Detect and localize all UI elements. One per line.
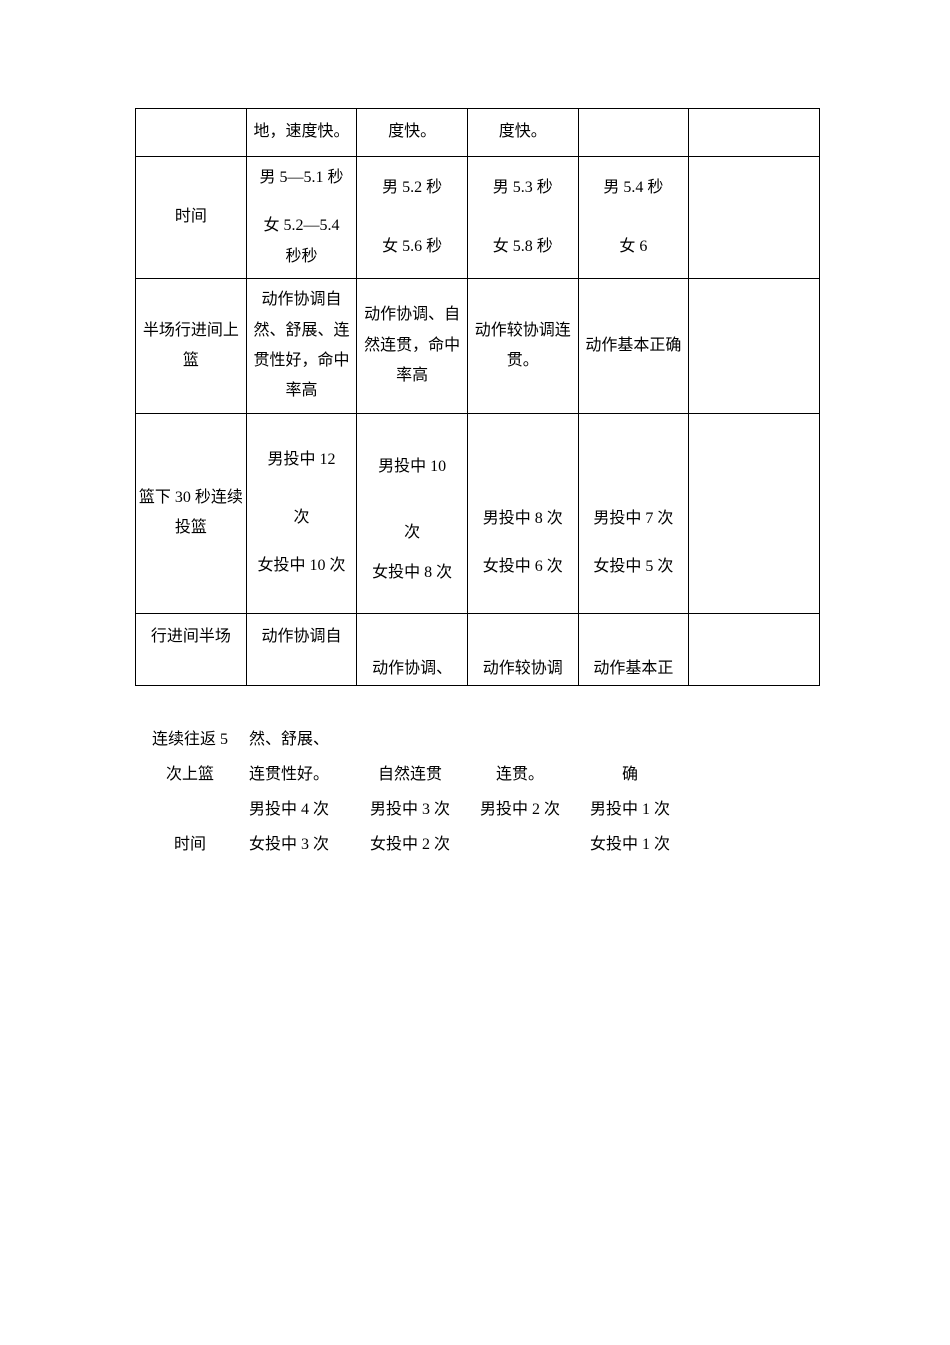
cell-line: 男投中 10 <box>359 452 465 482</box>
cont-cell <box>575 722 685 757</box>
cell-line: 女 5.8 秒 <box>470 232 576 262</box>
cell: 动作协调自 <box>247 614 357 658</box>
cell-line: 女投中 5 次 <box>581 552 687 582</box>
cell: 度快。 <box>468 111 578 153</box>
cont-cell: 自然连贯 <box>355 757 465 792</box>
cont-cell: 连贯性好。 <box>245 757 355 792</box>
cell <box>689 127 819 139</box>
cell: 男投中 12 次 女投中 10 次 <box>247 439 357 588</box>
cell <box>689 212 819 224</box>
row-label: 时间 <box>136 196 246 238</box>
cell-line: 女投中 8 次 <box>359 558 465 588</box>
cell-line: 女 5.6 秒 <box>359 232 465 262</box>
cell <box>689 340 819 352</box>
cell-line: 次 <box>359 518 465 548</box>
cell-line: 男 5.2 秒 <box>359 173 465 203</box>
cont-cell <box>465 722 575 757</box>
cell-line: 男投中 8 次 <box>470 504 576 534</box>
cont-cell: 女投中 1 次 <box>575 827 685 862</box>
cell-line: 男投中 12 <box>249 445 355 475</box>
cont-cell <box>685 792 815 827</box>
cell: 地，速度快。 <box>247 111 357 153</box>
cell <box>136 127 246 139</box>
cell: 动作较协调 <box>468 648 578 684</box>
continuation-block: 连续往返 5 然、舒展、 次上篮 连贯性好。 自然连贯 连贯。 确 男投中 4 … <box>135 722 820 863</box>
page: 地，速度快。 度快。 度快。 时间 男 5—5.1 秒 女 5.2—5.4 秒秒… <box>0 0 950 862</box>
table-row: 半场行进间上篮 动作协调自然、舒展、连贯性好，命中率高 动作协调、自然连贯，命中… <box>136 279 820 414</box>
cell: 动作协调、自然连贯，命中率高 <box>357 294 467 397</box>
table-row: 地，速度快。 度快。 度快。 <box>136 109 820 157</box>
cont-cell: 男投中 4 次 <box>245 792 355 827</box>
cell: 动作基本正 <box>579 648 689 684</box>
cont-cell <box>355 722 465 757</box>
rubric-table: 地，速度快。 度快。 度快。 时间 男 5—5.1 秒 女 5.2—5.4 秒秒… <box>135 108 820 686</box>
cont-cell: 男投中 3 次 <box>355 792 465 827</box>
row-label: 行进间半场 <box>136 614 246 658</box>
cell: 动作协调自然、舒展、连贯性好，命中率高 <box>247 279 357 413</box>
cell-line: 男 5.4 秒 <box>581 173 687 203</box>
cell-line: 男 5.3 秒 <box>470 173 576 203</box>
cont-cell: 连续往返 5 <box>135 722 245 757</box>
cont-cell: 时间 <box>135 827 245 862</box>
cont-cell <box>465 827 575 862</box>
table-row: 时间 男 5—5.1 秒 女 5.2—5.4 秒秒 男 5.2 秒 女 5.6 … <box>136 157 820 279</box>
cell: 男投中 10 次 女投中 8 次 <box>357 432 467 595</box>
row-label: 半场行进间上篮 <box>136 310 246 383</box>
cell-line: 男 5—5.1 秒 <box>249 163 355 193</box>
cont-cell <box>685 827 815 862</box>
cell-line: 女 6 <box>581 232 687 262</box>
cell <box>689 643 819 655</box>
cont-cell: 然、舒展、 <box>245 722 355 757</box>
cell-line: 次 <box>249 503 355 533</box>
cont-cell <box>685 722 815 757</box>
cell-line: 男投中 7 次 <box>581 504 687 534</box>
cont-cell <box>685 757 815 792</box>
cell: 男 5.2 秒 女 5.6 秒 <box>357 167 467 268</box>
cell: 男 5.4 秒 女 6 <box>579 167 689 268</box>
cell-line: 女投中 6 次 <box>470 552 576 582</box>
cell <box>689 507 819 519</box>
cont-cell: 确 <box>575 757 685 792</box>
cell-line: 女投中 10 次 <box>249 551 355 581</box>
cell: 男 5—5.1 秒 女 5.2—5.4 秒秒 <box>247 157 357 278</box>
table-row: 行进间半场 动作协调自 动作协调、 动作较协调 动作基本正 <box>136 613 820 685</box>
cell: 男投中 7 次 女投中 5 次 <box>579 438 689 589</box>
cont-cell: 男投中 2 次 <box>465 792 575 827</box>
cell: 男投中 8 次 女投中 6 次 <box>468 438 578 589</box>
cont-cell: 次上篮 <box>135 757 245 792</box>
row-label: 篮下 30 秒连续投篮 <box>136 477 246 550</box>
cell: 动作协调、 <box>357 648 467 684</box>
cell <box>579 127 689 139</box>
cont-cell: 女投中 2 次 <box>355 827 465 862</box>
cont-cell: 连贯。 <box>465 757 575 792</box>
cont-cell: 女投中 3 次 <box>245 827 355 862</box>
cell: 动作较协调连贯。 <box>468 310 578 383</box>
cell: 度快。 <box>357 111 467 153</box>
cell: 男 5.3 秒 女 5.8 秒 <box>468 167 578 268</box>
cell: 动作基本正确 <box>579 325 689 367</box>
cont-cell: 男投中 1 次 <box>575 792 685 827</box>
cell-line: 女 5.2—5.4 秒秒 <box>249 211 355 272</box>
cont-cell <box>135 792 245 827</box>
table-row: 篮下 30 秒连续投篮 男投中 12 次 女投中 10 次 男投中 10 次 女… <box>136 413 820 613</box>
